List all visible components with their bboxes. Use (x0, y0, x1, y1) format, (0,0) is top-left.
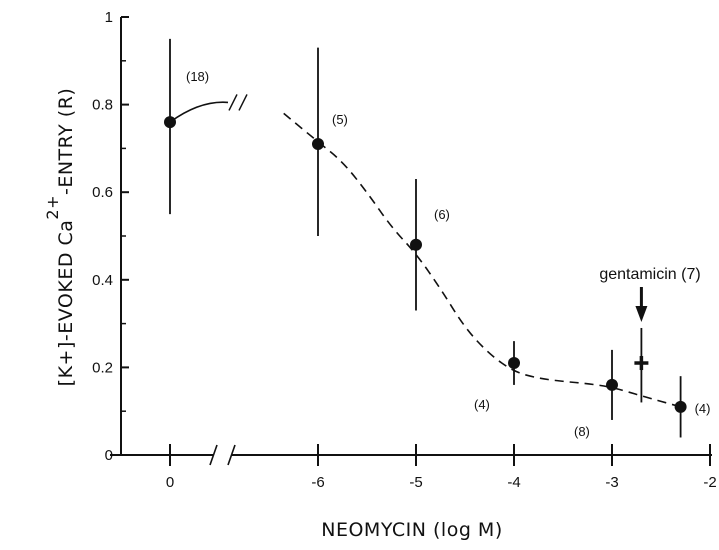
n-label-4: (8) (574, 424, 590, 439)
curve-break-mark-2 (238, 94, 248, 111)
data-point-1 (312, 138, 324, 151)
data-marks (164, 38, 687, 438)
y-axis-title-part2: -ENTRY (R) (55, 88, 77, 195)
y-tick-label-1: 0.2 (92, 359, 113, 376)
axes: 0 0.2 0.4 0.6 0.8 1 0 -6 -5 -4 -3 -2 (92, 9, 717, 491)
gentamicin-annotation: gentamicin (7) (599, 266, 700, 283)
y-axis-title-superscript: 2+ (43, 195, 62, 220)
data-point-2 (410, 238, 422, 251)
fit-curve-group (169, 94, 681, 408)
data-point-4 (606, 378, 618, 391)
x-tick-label-3: -4 (507, 474, 520, 491)
n-label-2: (6) (434, 207, 450, 222)
x-axis-break-mark-2 (227, 444, 236, 466)
n-label-0: (18) (186, 69, 209, 84)
y-axis-title: [K+]-EVOKED Ca2+-ENTRY (R) (43, 88, 77, 387)
labels: (18) (5) (6) (4) (8) (4) (186, 69, 710, 439)
gentamicin-arrowhead (635, 306, 648, 322)
n-label-1: (5) (332, 112, 348, 127)
y-tick-label-0: 0 (105, 447, 113, 464)
fit-curve-solid-segment (169, 101, 229, 123)
y-tick-label-3: 0.6 (92, 184, 113, 201)
n-label-3: (4) (474, 397, 490, 412)
data-point-3 (508, 357, 520, 370)
data-point-0 (164, 116, 176, 129)
x-axis-title: NEOMYCIN (log M) (321, 519, 502, 541)
x-tick-label-2: -5 (409, 474, 422, 491)
y-tick-label-4: 0.8 (92, 97, 113, 114)
x-tick-label-0: 0 (166, 474, 174, 491)
y-axis-title-part1: [K+]-EVOKED Ca (55, 220, 77, 387)
y-tick-label-2: 0.4 (92, 272, 113, 289)
y-tick-label-5: 1 (105, 9, 113, 26)
n-label-5: (4) (695, 401, 711, 416)
data-point-5 (674, 400, 687, 413)
x-tick-label-1: -6 (311, 474, 324, 491)
x-axis-break-mark-1 (209, 444, 218, 466)
curve-break-mark-1 (228, 94, 238, 111)
x-tick-label-5: -2 (703, 474, 716, 491)
x-tick-label-4: -3 (605, 474, 618, 491)
fit-curve-dashed (283, 112, 681, 408)
